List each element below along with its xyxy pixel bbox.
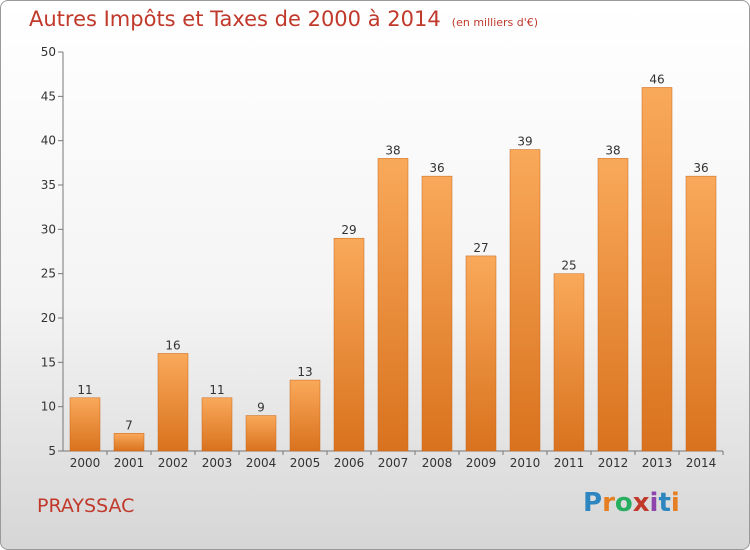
- bar: [641, 87, 673, 452]
- x-tick-label: 2012: [598, 456, 629, 470]
- x-tick-label: 2002: [158, 456, 189, 470]
- chart-title-unit: (en milliers d'€): [451, 16, 539, 29]
- y-tick-label: 45: [41, 89, 56, 103]
- bar-value-label: 38: [385, 143, 400, 157]
- x-tick-label: 2005: [290, 456, 321, 470]
- x-tick-label: 2004: [246, 456, 277, 470]
- x-tick-label: 2001: [114, 456, 145, 470]
- bar-value-label: 36: [429, 161, 444, 175]
- logo-letter: i: [649, 488, 659, 518]
- x-tick-label: 2006: [334, 456, 365, 470]
- bar-value-label: 16: [165, 338, 180, 352]
- x-tick-label: 2009: [466, 456, 497, 470]
- bar-value-label: 46: [649, 72, 664, 86]
- bar-value-label: 38: [605, 143, 620, 157]
- commune-name: PRAYSSAC: [37, 495, 135, 517]
- bar: [333, 237, 365, 452]
- y-tick-label: 35: [41, 178, 56, 192]
- x-tick-label: 2003: [202, 456, 233, 470]
- bar: [509, 149, 541, 452]
- bar: [421, 175, 453, 452]
- bar-value-label: 25: [561, 259, 576, 273]
- bar: [553, 273, 585, 452]
- bar: [465, 255, 497, 452]
- x-tick-label: 2008: [422, 456, 453, 470]
- bar-value-label: 11: [209, 383, 224, 397]
- proxiti-logo: Proxiti: [583, 488, 680, 518]
- logo-letter: x: [632, 488, 650, 518]
- x-tick-label: 2000: [70, 456, 101, 470]
- bar: [289, 379, 321, 452]
- bar: [597, 158, 629, 452]
- bar-value-label: 7: [125, 418, 133, 432]
- bar-value-label: 39: [517, 135, 532, 149]
- bar: [377, 158, 409, 452]
- bar: [245, 415, 277, 452]
- bar-value-label: 36: [693, 161, 708, 175]
- bar: [685, 175, 717, 452]
- bar-value-label: 29: [341, 223, 356, 237]
- x-tick-label: 2007: [378, 456, 409, 470]
- logo-letter: r: [602, 488, 615, 518]
- y-tick-label: 25: [41, 267, 56, 281]
- y-tick-label: 10: [41, 400, 56, 414]
- x-tick-label: 2014: [686, 456, 717, 470]
- bar-value-label: 27: [473, 241, 488, 255]
- y-tick-label: 50: [41, 45, 56, 59]
- logo-letter: P: [583, 488, 603, 518]
- bar: [69, 397, 101, 452]
- bar: [157, 353, 189, 452]
- bar-value-label: 11: [77, 383, 92, 397]
- logo-letter: o: [614, 488, 633, 518]
- bar-value-label: 9: [257, 401, 265, 415]
- y-tick-label: 20: [41, 311, 56, 325]
- x-tick-label: 2013: [642, 456, 673, 470]
- x-tick-label: 2010: [510, 456, 541, 470]
- y-tick-label: 30: [41, 222, 56, 236]
- bar: [201, 397, 233, 452]
- y-tick-label: 40: [41, 134, 56, 148]
- chart-title: Autres Impôts et Taxes de 2000 à 2014 (e…: [29, 7, 538, 31]
- y-tick-label: 15: [41, 355, 56, 369]
- logo-letter: i: [670, 488, 680, 518]
- y-tick-label: 5: [48, 444, 56, 458]
- bar-value-label: 13: [297, 365, 312, 379]
- bar: [113, 433, 145, 452]
- chart-title-main: Autres Impôts et Taxes de 2000 à 2014: [29, 7, 441, 31]
- x-tick-label: 2011: [554, 456, 585, 470]
- logo-letter: t: [658, 488, 671, 518]
